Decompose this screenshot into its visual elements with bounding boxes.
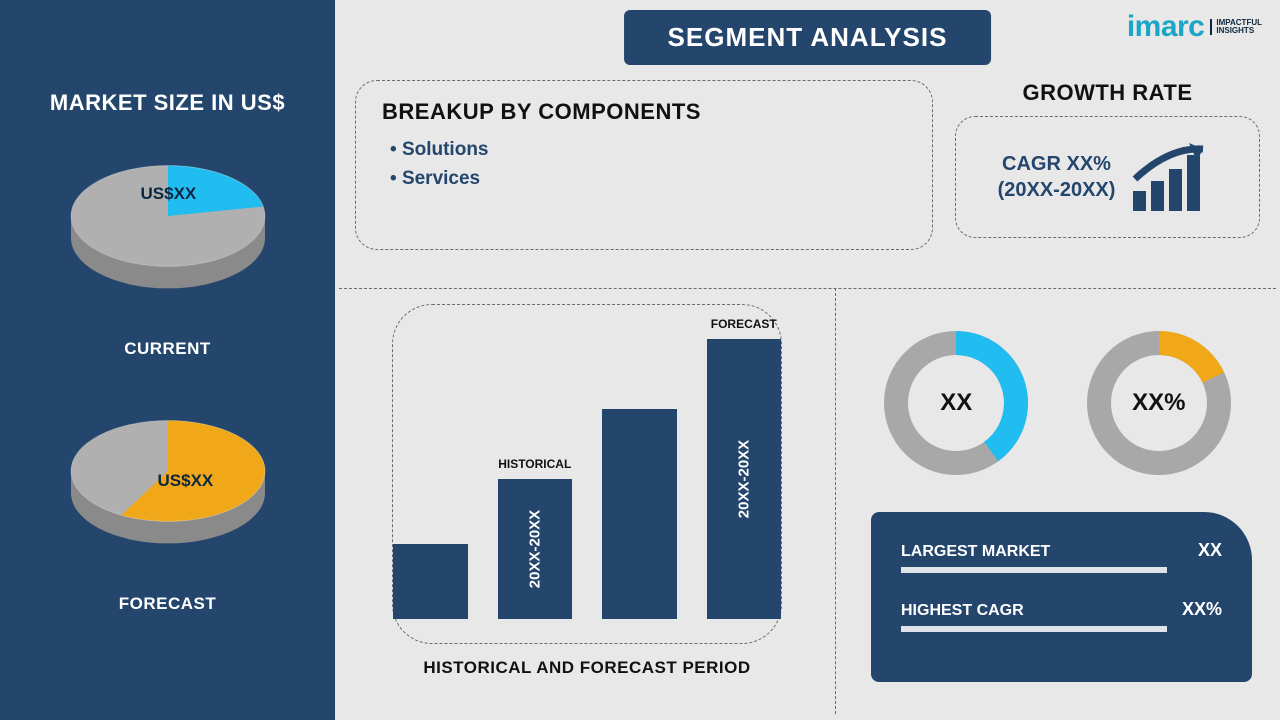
- pie-current-label: CURRENT: [124, 339, 211, 359]
- summary-label: LARGEST MARKET: [901, 543, 1050, 561]
- pie-forecast-value: US$XX: [158, 471, 214, 491]
- growth-heading: GROWTH RATE: [1022, 80, 1192, 106]
- summary-row: LARGEST MARKET XX: [901, 540, 1222, 573]
- summary-card: LARGEST MARKET XX HIGHEST CAGR XX%: [871, 512, 1252, 682]
- pie-current: US$XX CURRENT: [53, 144, 283, 359]
- bar-tag: FORECAST: [711, 317, 777, 331]
- sidebar-heading: MARKET SIZE IN US$: [50, 90, 285, 116]
- growth-box: GROWTH RATE CAGR XX% (20XX-20XX): [955, 80, 1260, 250]
- summary-value: XX%: [1182, 599, 1222, 620]
- pie-current-chart: US$XX: [53, 144, 283, 319]
- bar-period: 20XX-20XX: [735, 440, 752, 518]
- right-zone: XX XX% LARGEST MARKET XX HIGHEST CAGR XX…: [855, 304, 1260, 708]
- logo-tagline: IMPACTFUL INSIGHTS: [1210, 19, 1262, 36]
- donut-row: XX XX%: [855, 320, 1260, 485]
- bar-chart: HISTORICAL20XX-20XXFORECAST20XX-20XX: [392, 304, 782, 644]
- bar: [393, 544, 468, 619]
- horizontal-divider: [339, 288, 1276, 289]
- pie-forecast-label: FORECAST: [119, 594, 217, 614]
- pie-forecast: US$XX FORECAST: [53, 399, 283, 614]
- breakup-item: Services: [390, 164, 906, 193]
- bar-period: 20XX-20XX: [526, 510, 543, 588]
- summary-label: HIGHEST CAGR: [901, 602, 1024, 620]
- breakup-list: SolutionsServices: [382, 135, 906, 194]
- logo-word: imarc: [1127, 10, 1205, 43]
- growth-icon: [1129, 139, 1217, 215]
- top-row: BREAKUP BY COMPONENTS SolutionsServices …: [355, 80, 1260, 250]
- page-title: SEGMENT ANALYSIS: [624, 10, 992, 65]
- pie-forecast-chart: US$XX: [53, 399, 283, 574]
- summary-bar: [901, 626, 1167, 632]
- breakup-heading: BREAKUP BY COMPONENTS: [382, 99, 906, 125]
- growth-line2: (20XX-20XX): [998, 179, 1116, 201]
- pie-current-value: US$XX: [141, 184, 197, 204]
- donut-2-value: XX%: [1132, 389, 1185, 417]
- breakup-item: Solutions: [390, 135, 906, 164]
- brand-logo: imarc IMPACTFUL INSIGHTS: [1127, 10, 1262, 44]
- logo-text: imarc: [1127, 10, 1205, 44]
- summary-bar: [901, 567, 1167, 573]
- donut-2: XX%: [1076, 320, 1241, 485]
- bar: HISTORICAL20XX-20XX: [498, 479, 573, 619]
- logo-tagline-2: INSIGHTS: [1216, 26, 1254, 35]
- growth-text: CAGR XX% (20XX-20XX): [998, 151, 1116, 203]
- summary-value: XX: [1198, 540, 1222, 561]
- pie-current-svg: [53, 144, 283, 314]
- growth-line1: CAGR XX%: [1002, 153, 1111, 175]
- donut-1-value: XX: [940, 389, 972, 417]
- main-panel: imarc IMPACTFUL INSIGHTS SEGMENT ANALYSI…: [335, 0, 1280, 720]
- donut-1: XX: [874, 320, 1039, 485]
- vertical-divider: [835, 288, 836, 714]
- bar: FORECAST20XX-20XX: [707, 339, 782, 619]
- bar-tag: HISTORICAL: [498, 457, 571, 471]
- sidebar: MARKET SIZE IN US$ US$XX CURRENT US$XX F…: [0, 0, 335, 720]
- summary-row: HIGHEST CAGR XX%: [901, 599, 1222, 632]
- growth-inner: CAGR XX% (20XX-20XX): [955, 116, 1260, 238]
- bar: [602, 409, 677, 619]
- bar-chart-zone: HISTORICAL20XX-20XXFORECAST20XX-20XX HIS…: [357, 304, 817, 704]
- breakup-box: BREAKUP BY COMPONENTS SolutionsServices: [355, 80, 933, 250]
- bar-caption: HISTORICAL AND FORECAST PERIOD: [423, 658, 750, 678]
